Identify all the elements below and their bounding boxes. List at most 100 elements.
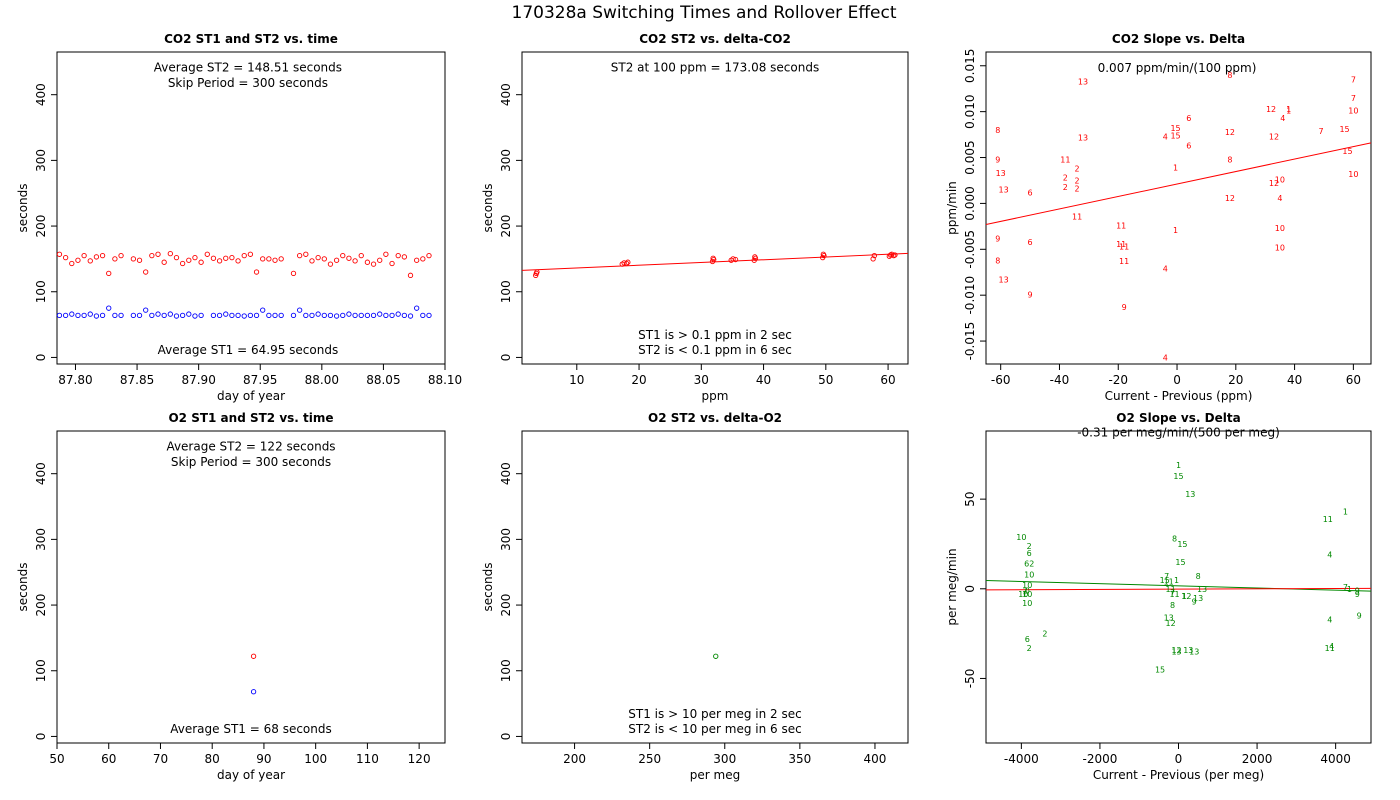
point-label: 15 — [1342, 147, 1352, 156]
point-label: 10 — [1022, 599, 1032, 608]
point-label: 6 — [1186, 114, 1191, 123]
x-tick-label: -4000 — [1004, 752, 1039, 766]
data-point — [710, 255, 716, 261]
data-point — [229, 312, 235, 319]
x-tick-label: 90 — [256, 752, 271, 766]
data-point — [395, 252, 401, 259]
x-tick-label: 10 — [569, 373, 584, 387]
x-tick-label: 60 — [101, 752, 116, 766]
data-point — [149, 312, 155, 319]
y-tick-label: 300 — [499, 149, 513, 172]
y-axis-label: seconds — [16, 183, 30, 232]
y-axis-label: per meg/min — [945, 548, 959, 625]
data-point — [136, 312, 143, 319]
data-point — [346, 311, 352, 317]
data-point — [99, 252, 106, 259]
annotation: ST1 is > 10 per meg in 2 sec — [628, 707, 801, 721]
data-point — [56, 312, 63, 319]
point-label: 8 — [1196, 572, 1201, 581]
data-point — [278, 312, 284, 319]
chart-o2-slope: O2 Slope vs. Delta -4000 -2000 0 2000 4000 Cur… — [945, 411, 1372, 782]
data-point — [250, 653, 257, 659]
point-label: 11 — [1169, 590, 1179, 599]
plot-frame — [521, 430, 909, 744]
y-tick-label: 0 — [34, 354, 48, 362]
data-point — [309, 312, 315, 319]
point-label: 11 — [1116, 240, 1126, 249]
data-point — [340, 252, 346, 259]
data-point — [420, 256, 426, 262]
data-point — [370, 312, 377, 319]
x-tick-label: 88.10 — [428, 373, 462, 387]
series-0 — [713, 653, 719, 659]
labeled-points: 8998131313966112222211131311111111944415… — [995, 71, 1358, 363]
fit-line — [985, 580, 1372, 592]
point-label: 10 — [1348, 107, 1358, 116]
x-axis: 10 20 30 40 50 60 ppm — [569, 364, 896, 403]
data-point — [534, 269, 540, 275]
x-tick-label: 87.90 — [181, 373, 215, 387]
annotation: Average ST2 = 122 seconds — [166, 440, 335, 454]
y-tick-label: 100 — [499, 659, 513, 682]
data-point — [407, 313, 414, 319]
data-point — [143, 307, 149, 313]
point-label: 13 — [1189, 648, 1199, 657]
x-tick-label: 350 — [788, 752, 811, 766]
point-label: 15 — [1175, 558, 1185, 567]
data-point — [340, 312, 346, 319]
point-label: 11 — [1072, 212, 1082, 221]
figure-title: 170328a Switching Times and Rollover Eff… — [512, 3, 897, 23]
data-point — [358, 312, 364, 319]
data-point — [297, 307, 303, 313]
data-point — [426, 312, 432, 319]
annotation: Skip Period = 300 seconds — [171, 455, 331, 469]
point-label: 1 — [1176, 461, 1181, 470]
data-point — [229, 254, 235, 261]
point-label: 10 — [1024, 570, 1034, 579]
point-label: 10 — [1275, 176, 1285, 185]
data-point — [198, 312, 204, 319]
annotation: 0.007 ppm/min/(100 ppm) — [1098, 61, 1257, 75]
point-label: 4 — [1329, 642, 1334, 651]
point-label: 11 — [1164, 578, 1174, 587]
x-tick-label: 88.05 — [366, 373, 400, 387]
point-label: 9 — [1355, 587, 1360, 596]
data-point — [309, 258, 315, 264]
chart-title: O2 ST2 vs. delta-O2 — [648, 411, 782, 425]
plot-frame — [985, 51, 1372, 365]
y-tick-label: 200 — [499, 594, 513, 617]
data-point — [713, 653, 719, 659]
point-label: 13 — [1078, 133, 1088, 142]
data-point — [260, 307, 266, 313]
y-axis: -0.015 -0.010 -0.005 0.000 0.005 0.010 0.015 pp… — [945, 49, 986, 361]
point-label: 1 — [1343, 508, 1348, 517]
point-label: 1 — [1286, 107, 1291, 116]
x-axis: -4000 -2000 0 2000 4000 Current - Previous (p… — [1004, 743, 1351, 782]
data-point — [752, 254, 758, 260]
point-label: 7 — [1351, 94, 1356, 103]
point-label: 10 — [1275, 243, 1285, 252]
point-label: 2 — [1063, 174, 1068, 183]
point-label: 7 — [1164, 572, 1169, 581]
point-label: 1 — [1173, 164, 1178, 173]
data-point — [260, 256, 266, 262]
x-tick-label: 0 — [1175, 752, 1183, 766]
fit-line — [985, 587, 1372, 591]
x-tick-label: 100 — [304, 752, 327, 766]
data-point — [297, 252, 303, 259]
plot-frame — [56, 51, 446, 365]
data-point — [247, 251, 254, 257]
chart-co2-slope: CO2 Slope vs. Delta -60 -40 -20 0 20 40 60 Curre… — [945, 32, 1372, 403]
y-tick-label: -0.015 — [963, 322, 977, 361]
data-point — [69, 311, 75, 317]
data-point — [420, 312, 426, 319]
data-point — [352, 312, 358, 319]
data-point — [75, 257, 81, 263]
data-point — [216, 312, 223, 319]
point-label: 6 — [1027, 549, 1032, 558]
data-point — [198, 259, 204, 265]
x-tick-label: 2000 — [1242, 752, 1273, 766]
